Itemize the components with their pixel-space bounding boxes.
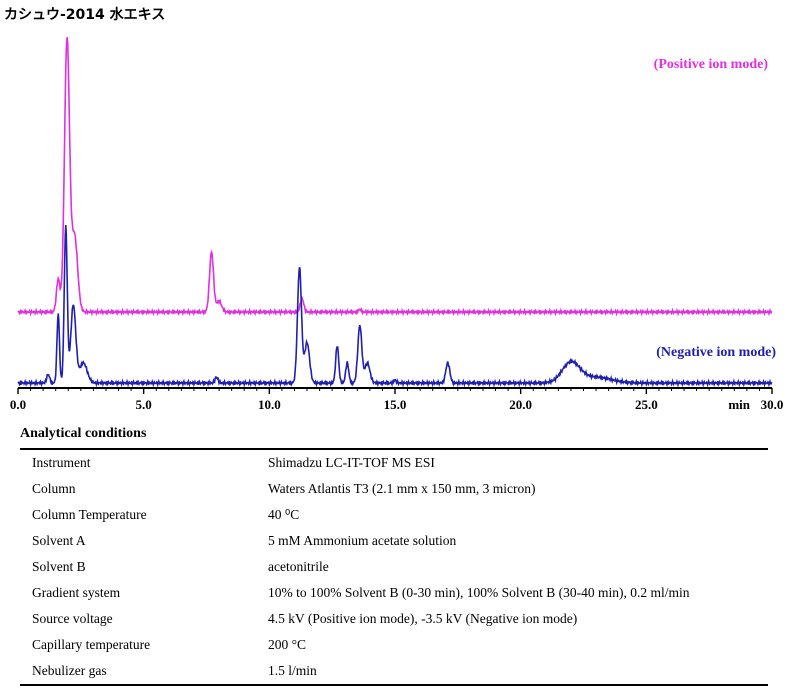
x-tick-label: 15.0 bbox=[384, 397, 407, 412]
condition-value: Shimadzu LC-IT-TOF MS ESI bbox=[268, 455, 435, 470]
x-axis-unit-label: min bbox=[728, 397, 750, 412]
condition-label: Source voltage bbox=[32, 611, 113, 626]
condition-value: 10% to 100% Solvent B (0-30 min), 100% S… bbox=[268, 585, 690, 600]
negative-mode-label: (Negative ion mode) bbox=[656, 345, 776, 360]
condition-label: Solvent A bbox=[32, 533, 86, 548]
condition-label: Column Temperature bbox=[32, 507, 147, 522]
condition-value: Waters Atlantis T3 (2.1 mm x 150 mm, 3 m… bbox=[268, 481, 536, 496]
condition-label: Capillary temperature bbox=[32, 637, 151, 652]
condition-row: Solvent B acetonitrile bbox=[20, 554, 768, 580]
series-labels: (Positive ion mode) (Negative ion mode) bbox=[654, 57, 777, 360]
condition-row: Instrument Shimadzu LC-IT-TOF MS ESI bbox=[20, 449, 768, 476]
condition-label: Gradient system bbox=[32, 585, 121, 600]
condition-value: 40 ⁰C bbox=[268, 507, 300, 522]
x-tick-label: 25.0 bbox=[635, 397, 658, 412]
negative-ion-trace bbox=[17, 225, 773, 388]
conditions-table: Instrument Shimadzu LC-IT-TOF MS ESI Colum… bbox=[20, 448, 768, 686]
condition-label: Solvent B bbox=[32, 559, 86, 574]
condition-label: Instrument bbox=[32, 455, 91, 470]
trace-group bbox=[17, 36, 773, 388]
condition-row: Capillary temperature 200 °C bbox=[20, 632, 768, 658]
condition-row: Solvent A 5 mM Ammonium acetate solution bbox=[20, 528, 768, 554]
positive-ion-trace bbox=[17, 36, 773, 317]
x-axis-ticks: 0.0 5.0 10.0 15.0 20.0 25.0 30.0 min bbox=[10, 388, 784, 412]
condition-value: 1.5 l/min bbox=[268, 663, 317, 678]
condition-row: Column Waters Atlantis T3 (2.1 mm x 150 m… bbox=[20, 476, 768, 502]
positive-mode-label: (Positive ion mode) bbox=[654, 57, 769, 72]
x-tick-label: 0.0 bbox=[10, 397, 26, 412]
condition-value: 5 mM Ammonium acetate solution bbox=[268, 533, 457, 548]
condition-value: acetonitrile bbox=[268, 559, 329, 574]
condition-value: 4.5 kV (Positive ion mode), -3.5 kV (Neg… bbox=[268, 611, 578, 626]
x-tick-label: 20.0 bbox=[509, 397, 532, 412]
x-tick-label: 30.0 bbox=[761, 397, 784, 412]
page-title: カシュウ-2014 水エキス bbox=[4, 7, 166, 23]
chromatogram-chart: 0.0 5.0 10.0 15.0 20.0 25.0 30.0 min (Positive … bbox=[10, 36, 784, 412]
condition-label: Nebulizer gas bbox=[32, 663, 107, 678]
condition-row: Nebulizer gas 1.5 l/min bbox=[20, 658, 768, 685]
condition-row: Column Temperature 40 ⁰C bbox=[20, 502, 768, 528]
condition-row: Source voltage 4.5 kV (Positive ion mode)… bbox=[20, 606, 768, 632]
condition-label: Column bbox=[32, 481, 76, 496]
x-tick-label: 5.0 bbox=[136, 397, 152, 412]
condition-value: 200 °C bbox=[268, 637, 307, 652]
condition-row: Gradient system 10% to 100% Solvent B (0-… bbox=[20, 580, 768, 606]
conditions-heading: Analytical conditions bbox=[20, 426, 147, 441]
x-tick-label: 10.0 bbox=[258, 397, 281, 412]
